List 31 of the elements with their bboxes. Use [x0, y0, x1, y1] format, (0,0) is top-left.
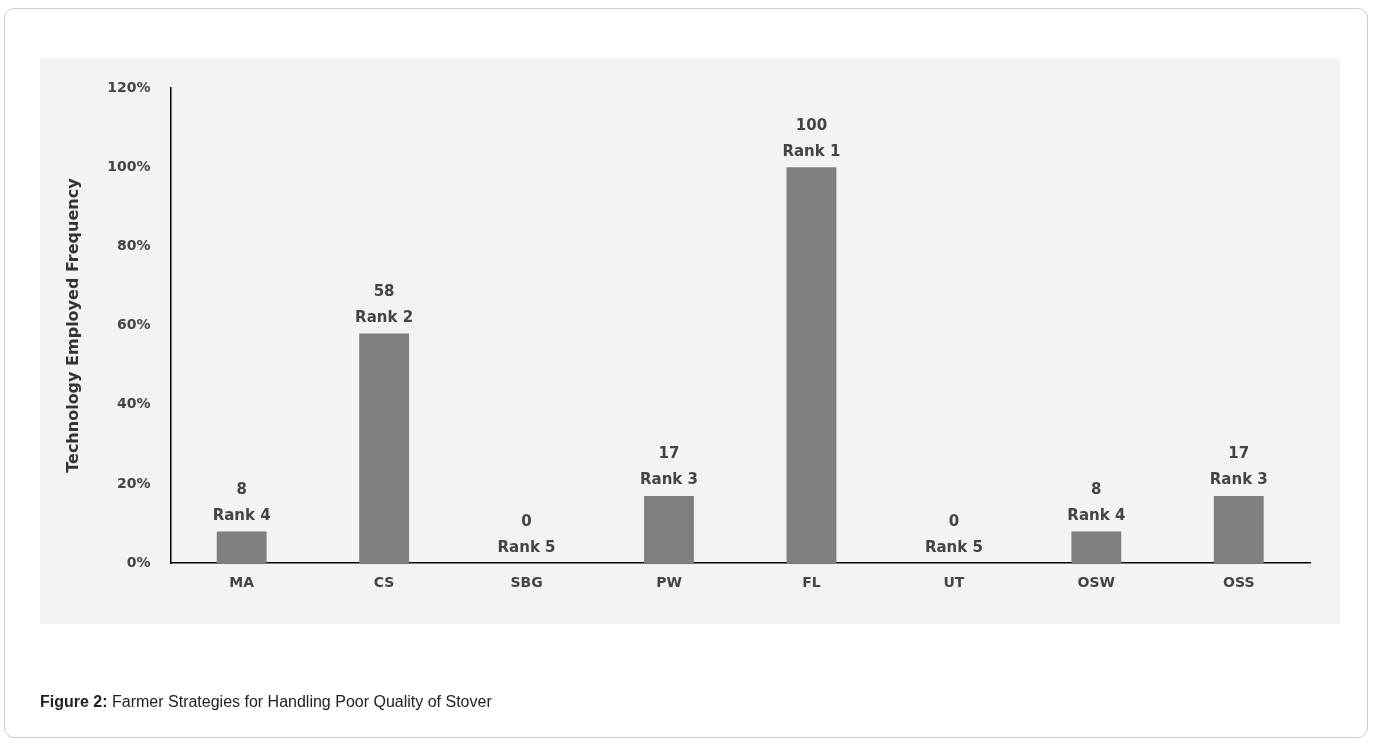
bar — [1213, 495, 1264, 564]
y-tick-label: 20% — [116, 474, 151, 491]
x-tick-label: OSS — [1223, 574, 1255, 591]
data-label: 0 Rank 5 — [497, 511, 556, 556]
y-tick-label: 120% — [107, 78, 151, 95]
x-tick-label: MA — [229, 574, 255, 591]
data-label: 8 Rank 4 — [1067, 479, 1126, 524]
data-label: 58 Rank 2 — [355, 281, 414, 326]
bar — [216, 531, 267, 564]
x-tick-label: OSW — [1077, 574, 1116, 591]
bar — [644, 495, 694, 564]
y-tick-label: 60% — [116, 316, 151, 333]
bar — [1071, 531, 1122, 564]
bar — [786, 167, 837, 564]
x-tick-label: CS — [373, 574, 395, 591]
x-tick-label: UT — [943, 574, 965, 591]
data-label: 100 Rank 1 — [782, 115, 841, 160]
data-label: 8 Rank 4 — [212, 479, 271, 524]
y-tick-label: 0% — [126, 553, 151, 570]
x-tick-label: FL — [802, 574, 821, 591]
y-tick-label: 40% — [116, 395, 151, 412]
y-tick-label: 80% — [116, 237, 151, 254]
bar — [359, 333, 410, 564]
data-label: 17 Rank 3 — [640, 444, 698, 489]
x-tick-label: PW — [656, 574, 682, 591]
x-tick-label: SBG — [510, 574, 543, 591]
caption: Figure 2: Farmer Strategies for Handling Poor Quality of Stover — [40, 693, 492, 711]
y-axis-title: Technology Employed Frequency — [62, 177, 82, 473]
data-label: 17 Rank 3 — [1209, 444, 1268, 489]
data-label: 0 Rank 5 — [924, 511, 983, 556]
y-tick-label: 100% — [107, 157, 151, 174]
